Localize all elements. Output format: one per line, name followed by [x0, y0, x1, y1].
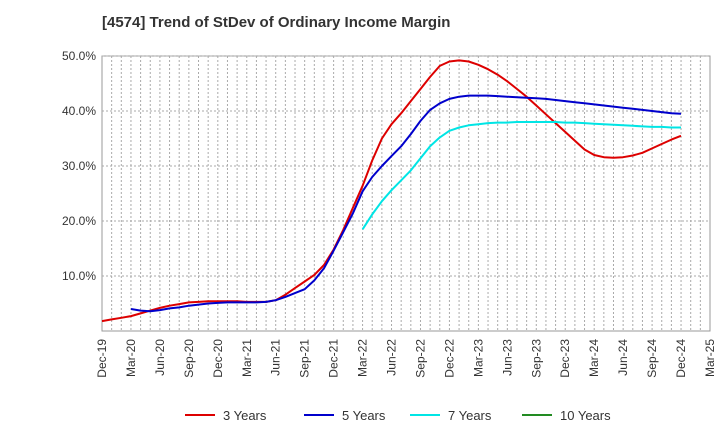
x-tick-label: Jun-23 — [500, 339, 514, 376]
x-tick-label: Mar-22 — [356, 339, 370, 377]
x-tick-label: Sep-21 — [298, 339, 312, 378]
legend-label: 3 Years — [223, 408, 267, 423]
legend-label: 10 Years — [560, 408, 611, 423]
x-tick-label: Dec-23 — [558, 339, 572, 378]
x-tick-label: Mar-24 — [587, 339, 601, 377]
x-axis-ticks: Dec-19 Mar-20 Jun-20 Sep-20 Dec-20 Mar-21 Jun-… — [95, 339, 717, 378]
y-tick-label: 40.0% — [62, 104, 96, 118]
legend-item-4: 10 Years — [522, 408, 611, 423]
series-lines — [101, 59, 682, 323]
x-tick-label: Dec-24 — [674, 339, 688, 378]
legend-item-1: 3 Years — [185, 408, 267, 423]
y-tick-label: 50.0% — [62, 49, 96, 63]
y-tick-label: 10.0% — [62, 269, 96, 283]
legend-item-3: 7 Years — [410, 408, 492, 423]
x-tick-label: Mar-20 — [124, 339, 138, 377]
x-tick-label: Jun-20 — [153, 339, 167, 376]
x-tick-label: Mar-21 — [240, 339, 254, 377]
y-tick-label: 20.0% — [62, 214, 96, 228]
x-tick-label: Dec-20 — [211, 339, 225, 378]
series-line-2 — [130, 94, 682, 313]
legend-item-2: 5 Years — [304, 408, 386, 423]
x-tick-label: Sep-22 — [413, 339, 427, 378]
y-axis-ticks: 10.0% 20.0% 30.0% 40.0% 50.0% — [62, 49, 96, 283]
x-tick-label: Sep-24 — [645, 339, 659, 378]
x-tick-label: Sep-23 — [529, 339, 543, 378]
legend-label: 5 Years — [342, 408, 386, 423]
x-tick-label: Sep-20 — [182, 339, 196, 378]
series-line-3 — [361, 121, 681, 230]
grid — [102, 55, 710, 331]
legend-label: 7 Years — [448, 408, 492, 423]
x-tick-label: Jun-24 — [616, 339, 630, 376]
x-tick-label: Dec-22 — [442, 339, 456, 378]
y-tick-label: 30.0% — [62, 159, 96, 173]
legend: 3 Years 5 Years 7 Years 10 Years — [185, 408, 611, 423]
series-line-1 — [101, 59, 682, 323]
x-tick-label: Dec-21 — [327, 339, 341, 378]
x-tick-label: Mar-23 — [471, 339, 485, 377]
x-tick-label: Mar-25 — [703, 339, 717, 377]
x-tick-label: Jun-22 — [385, 339, 399, 376]
plot-area — [101, 55, 711, 332]
x-tick-label: Jun-21 — [269, 339, 283, 376]
x-tick-label: Dec-19 — [95, 339, 109, 378]
chart-title: [4574] Trend of StDev of Ordinary Income… — [102, 14, 451, 31]
